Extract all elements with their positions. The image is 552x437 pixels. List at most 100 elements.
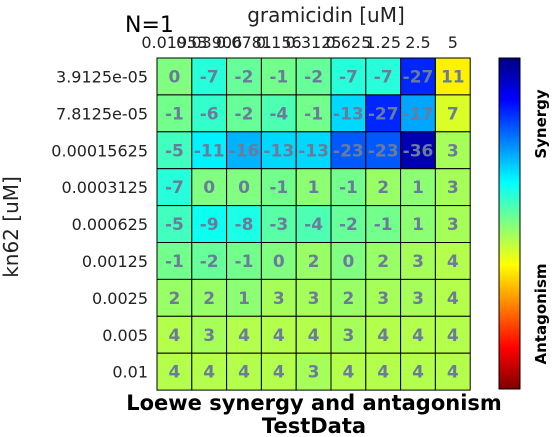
y-tick-label: 0.005 [102,326,148,345]
heatmap-cell [400,57,436,96]
heatmap-cell-value: -4 [304,215,323,235]
colorbar-label-synergy: Synergy [532,89,550,159]
heatmap-cell-value: -27 [403,67,434,87]
x-tick-label: 0.625 [325,33,371,52]
heatmap-cell-value: 1 [412,178,424,198]
y-tick-label: 0.01 [112,363,148,382]
heatmap-cell-value: 0 [168,67,180,87]
heatmap-cell-value: 4 [308,326,320,346]
heatmap-cell-value: 4 [447,289,459,309]
heatmap-cell-value: -7 [165,178,184,198]
heatmap-cell [365,242,402,280]
heatmap-cell-value: -13 [298,141,329,161]
heatmap-cell-value: 2 [203,289,215,309]
x-tick-label: 5 [448,33,458,52]
heatmap-cell [191,168,228,207]
heatmap-cell [226,131,262,170]
heatmap-cell-value: -13 [263,141,294,161]
y-tick-label: 0.0025 [92,289,148,308]
heatmap-cell-value: 0 [342,252,354,272]
heatmap-cell-value: 4 [273,363,285,383]
y-tick-label: 0.0003125 [61,178,148,197]
heatmap-cell [226,57,262,96]
heatmap-cell-value: -1 [165,252,184,272]
heatmap-cell-value: -1 [235,252,254,272]
heatmap-cells [156,57,471,391]
heatmap-cell [434,131,471,170]
heatmap-cell-value: -36 [403,141,434,161]
y-tick-label: 0.00125 [82,252,148,271]
y-axis-label: kn62 [uM] [0,176,23,278]
heatmap-cell [330,131,367,170]
chart-title: Loewe synergy and antagonism [126,391,502,415]
heatmap-cell [260,352,297,391]
x-tick-label: 0.01953 [141,33,207,52]
x-tick-label: 2.5 [405,33,430,52]
heatmap-cell [295,242,332,280]
heatmap-cell-value: -5 [165,215,184,235]
heatmap-cell-value: 2 [377,252,389,272]
heatmap-cell-value: -9 [200,215,219,235]
heatmap-cell-value: -1 [304,104,323,124]
heatmap-cell-value: -2 [235,104,254,124]
heatmap-cell-value: -16 [229,141,260,161]
heatmap-cell-value: 0 [203,178,215,198]
heatmap-cell-value: 3 [412,289,424,309]
heatmap-cell [295,315,332,354]
heatmap-cell [295,94,332,133]
heatmap-cell-value: -2 [200,252,219,272]
heatmap-cell-value: 2 [377,178,389,198]
n-label: N=1 [125,13,174,38]
heatmap-cell [365,205,402,244]
x-tick-label: 0.156 [256,33,302,52]
heatmap-cell-value: -5 [165,141,184,161]
y-tick-labels: 3.9125e-05 7.8125e-05 0.00015625 0.0003125 0… [51,67,148,381]
heatmap-cell-value: -1 [339,178,358,198]
heatmap-cell [400,278,436,317]
heatmap-cell [434,94,471,133]
heatmap-cell [400,352,436,391]
heatmap-cell-value: 3 [342,326,354,346]
heatmap-cell-value: 3 [273,289,285,309]
heatmap-cell [400,205,436,244]
heatmap-cell-value: -23 [333,141,364,161]
heatmap-cell-value: 4 [447,326,459,346]
x-axis-label: gramicidin [uM] [247,3,405,27]
heatmap-cell-value: -8 [235,215,254,235]
heatmap-cell [365,131,402,170]
chart-subtitle: TestData [262,414,366,437]
heatmap-cell [400,94,436,133]
heatmap-cell-value: 4 [377,326,389,346]
y-tick-label: 3.9125e-05 [56,67,148,86]
heatmap-cell [226,94,262,133]
heatmap-cell [156,315,193,354]
heatmap-cell [260,242,297,280]
heatmap-cell [295,131,332,170]
heatmap-cell-value: 3 [377,289,389,309]
heatmap-cell-value: -11 [194,141,225,161]
heatmap-cell-value: -13 [333,104,364,124]
heatmap-cell-value: 4 [203,363,215,383]
heatmap-cell-value: -7 [200,67,219,87]
x-tick-label: 0.03906 [176,33,242,52]
y-tick-label: 7.8125e-05 [56,104,148,123]
heatmap-cell-value: 4 [377,363,389,383]
y-tick-label: 0.00015625 [51,141,148,160]
heatmap-cell [434,205,471,244]
heatmap-cell [434,242,471,280]
heatmap-cell [156,242,193,280]
heatmap-cell-value: 4 [273,326,285,346]
heatmap-cell-value: 2 [342,289,354,309]
heatmap-cell-value: 4 [447,363,459,383]
heatmap-cell [434,57,471,96]
heatmap-cell [434,315,471,354]
heatmap-cell-value: -1 [165,104,184,124]
heatmap-cell [330,352,367,391]
heatmap-cell [156,57,193,96]
heatmap-cell-value: -3 [269,215,288,235]
heatmap-cell-value: -1 [269,67,288,87]
heatmap-cell-value: 3 [308,289,320,309]
heatmap-cell-value: 4 [168,326,180,346]
heatmap-cell-value: -2 [339,215,358,235]
heatmap-cell-value: -2 [304,67,323,87]
